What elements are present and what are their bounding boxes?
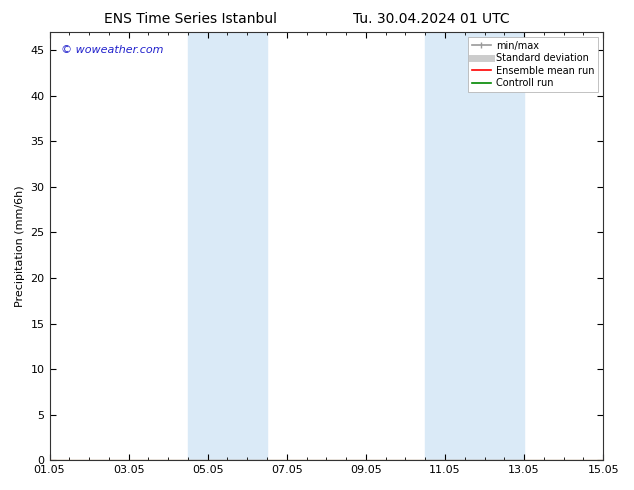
Text: Tu. 30.04.2024 01 UTC: Tu. 30.04.2024 01 UTC — [353, 12, 510, 26]
Bar — [425, 32, 524, 460]
Legend: min/max, Standard deviation, Ensemble mean run, Controll run: min/max, Standard deviation, Ensemble me… — [468, 37, 598, 92]
Text: ENS Time Series Istanbul: ENS Time Series Istanbul — [104, 12, 276, 26]
Bar — [188, 32, 267, 460]
Y-axis label: Precipitation (mm/6h): Precipitation (mm/6h) — [15, 185, 25, 307]
Text: © woweather.com: © woweather.com — [61, 45, 163, 55]
